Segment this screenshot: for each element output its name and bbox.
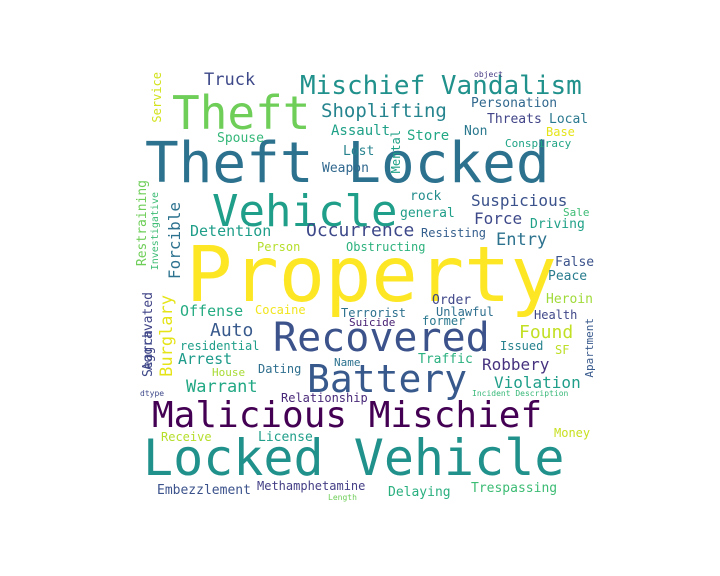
word: Arrest	[178, 350, 233, 368]
word: Service	[150, 72, 164, 123]
word: Store	[407, 128, 450, 144]
word: Threats	[487, 112, 542, 127]
word: Conspiracy	[505, 137, 572, 150]
word: Traffic	[418, 352, 473, 367]
word: Locked Vehicle	[143, 429, 565, 487]
word: Resisting	[421, 226, 487, 240]
word: Trespassing	[471, 481, 558, 496]
word: Apartment	[583, 318, 596, 378]
word: Found	[519, 322, 574, 343]
word: Mischief Vandalism	[300, 71, 582, 101]
word: Local	[549, 112, 589, 127]
word: Relationship	[281, 391, 368, 405]
word: Auto	[210, 320, 254, 341]
word: Investigative	[150, 192, 161, 271]
word: Incident Description	[472, 389, 569, 398]
word: Restraining	[135, 180, 150, 267]
word: Non	[464, 124, 488, 139]
word: former	[422, 314, 466, 328]
word: Heroin	[546, 292, 593, 307]
word: Dating	[258, 362, 302, 376]
word: dtype	[140, 389, 165, 398]
word: Theft	[172, 86, 311, 140]
word: Receive	[161, 430, 212, 444]
word: Suicide	[349, 316, 396, 329]
word: Detention	[190, 222, 272, 240]
word: object	[474, 70, 503, 79]
word: Lost	[343, 144, 375, 159]
word: Methamphetamine	[257, 479, 366, 493]
word: Search	[141, 330, 156, 377]
word: Battery	[307, 357, 468, 401]
word: Weapon	[322, 161, 369, 176]
word: Shoplifting	[321, 100, 447, 122]
word: Property	[186, 231, 557, 320]
word: Driving	[530, 217, 585, 232]
word: Robbery	[482, 355, 550, 374]
word: House	[212, 366, 246, 379]
word: Delaying	[388, 485, 451, 500]
word: Forcible	[165, 202, 184, 280]
word: Suspicious	[471, 191, 568, 210]
word: Health	[534, 308, 578, 322]
word: Violation	[494, 373, 581, 392]
word: Terrorist	[341, 306, 407, 320]
word: Personation	[471, 96, 558, 111]
word: Order	[432, 293, 472, 308]
word: Cocaine	[255, 303, 306, 317]
word: Base	[546, 125, 575, 139]
word: License	[258, 430, 313, 445]
word: Warrant	[186, 377, 258, 397]
word: Issued	[500, 339, 544, 353]
word: Force	[474, 209, 523, 228]
word: rock	[410, 189, 442, 204]
word: SF	[555, 343, 570, 357]
word: Embezzlement	[157, 483, 251, 498]
word: general	[400, 206, 455, 221]
word: Offense	[180, 302, 244, 320]
word: Money	[554, 426, 591, 440]
word: Assault	[331, 123, 391, 139]
word: Theft Locked	[145, 131, 550, 196]
word: Mental	[389, 130, 403, 174]
word: Occurrence	[306, 220, 415, 241]
word: Sale	[563, 206, 590, 219]
word: Burglary	[157, 295, 177, 377]
word: Malicious Mischief	[152, 395, 543, 436]
word: Obstructing	[346, 240, 426, 254]
word: Entry	[496, 230, 548, 250]
word: residential	[180, 339, 260, 353]
word: Truck	[204, 70, 256, 90]
word: Unlawful	[436, 305, 494, 319]
word: False	[555, 255, 595, 270]
word: Person	[257, 240, 301, 254]
word: Recovered	[273, 315, 490, 361]
word: Vehicle	[212, 186, 398, 237]
word: Length	[328, 493, 357, 502]
word: Spouse	[217, 131, 264, 146]
word: Name	[334, 356, 361, 369]
word: Peace	[548, 269, 588, 284]
